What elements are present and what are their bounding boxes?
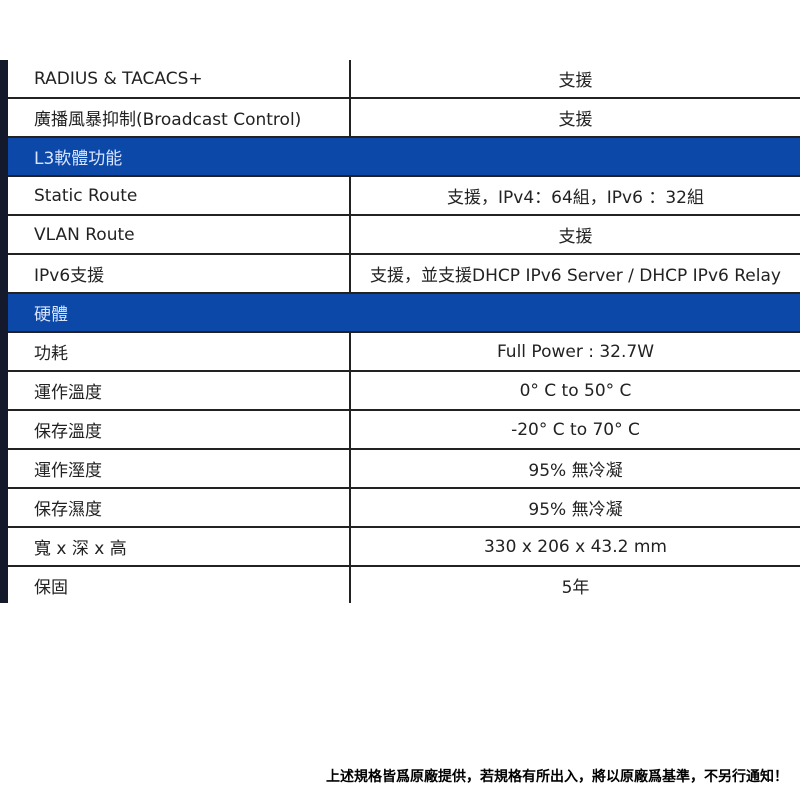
spec-key: 保存溫度 <box>8 411 351 448</box>
spec-row: 保存濕度 95% 無冷凝 <box>8 489 800 528</box>
spec-row: IPv6支援 支援，並支援DHCP IPv6 Server / DHCP IPv6… <box>8 255 800 294</box>
spec-key: IPv6支援 <box>8 255 351 292</box>
spec-row: 保存溫度 -20° C to 70° C <box>8 411 800 450</box>
spec-key: 廣播風暴抑制(Broadcast Control) <box>8 99 351 136</box>
spec-key: RADIUS & TACACS+ <box>8 60 351 97</box>
disclaimer-note: 上述規格皆爲原廠提供，若規格有所出入，將以原廠爲基準，不另行通知！ <box>326 769 788 785</box>
spec-row: 廣播風暴抑制(Broadcast Control) 支援 <box>8 99 800 138</box>
spec-row: 運作溫度 0° C to 50° C <box>8 372 800 411</box>
spec-value: 5年 <box>561 577 590 598</box>
spec-value: 支援 <box>558 110 593 130</box>
spec-row: 寬 x 深 x 高 330 x 206 x 43.2 mm <box>8 528 800 567</box>
spec-key: 保固 <box>8 567 351 603</box>
spec-key: 保存濕度 <box>8 489 351 526</box>
spec-value: Full Power : 32.7W <box>496 341 655 362</box>
section-header-l3: L3軟體功能 <box>8 138 800 177</box>
spec-row: VLAN Route 支援 <box>8 216 800 255</box>
spec-row: 功耗 Full Power : 32.7W <box>8 333 800 372</box>
spec-value: 0° C to 50° C <box>519 380 632 401</box>
spec-value: 支援，並支援DHCP IPv6 Server / DHCP IPv6 Relay <box>370 266 781 286</box>
spec-value: 95% 無冷凝 <box>528 461 623 481</box>
spec-key: 寬 x 深 x 高 <box>8 528 351 565</box>
spec-row: 保固 5年 <box>8 567 800 603</box>
section-header-hardware: 硬體 <box>8 294 800 333</box>
spec-row: 運作溼度 95% 無冷凝 <box>8 450 800 489</box>
spec-row: Static Route 支援，IPv4：64組，IPv6 ：32組 <box>8 177 800 216</box>
spec-value: -20° C to 70° C <box>511 419 640 440</box>
spec-value: 支援 <box>558 227 593 247</box>
spec-value: 330 x 206 x 43.2 mm <box>483 536 667 557</box>
spec-key: VLAN Route <box>8 216 351 253</box>
spec-value: 支援，IPv4：64組，IPv6 ：32組 <box>447 188 704 208</box>
spec-key: 功耗 <box>8 333 351 370</box>
spec-key: 運作溼度 <box>8 450 351 487</box>
spec-value: 支援 <box>558 71 593 91</box>
spec-key: 運作溫度 <box>8 372 351 409</box>
spec-key: Static Route <box>8 177 351 214</box>
spec-row: RADIUS & TACACS+ 支援 <box>8 60 800 99</box>
spec-table: RADIUS & TACACS+ 支援 廣播風暴抑制(Broadcast Cont… <box>0 60 800 603</box>
spec-value: 95% 無冷凝 <box>528 500 623 520</box>
